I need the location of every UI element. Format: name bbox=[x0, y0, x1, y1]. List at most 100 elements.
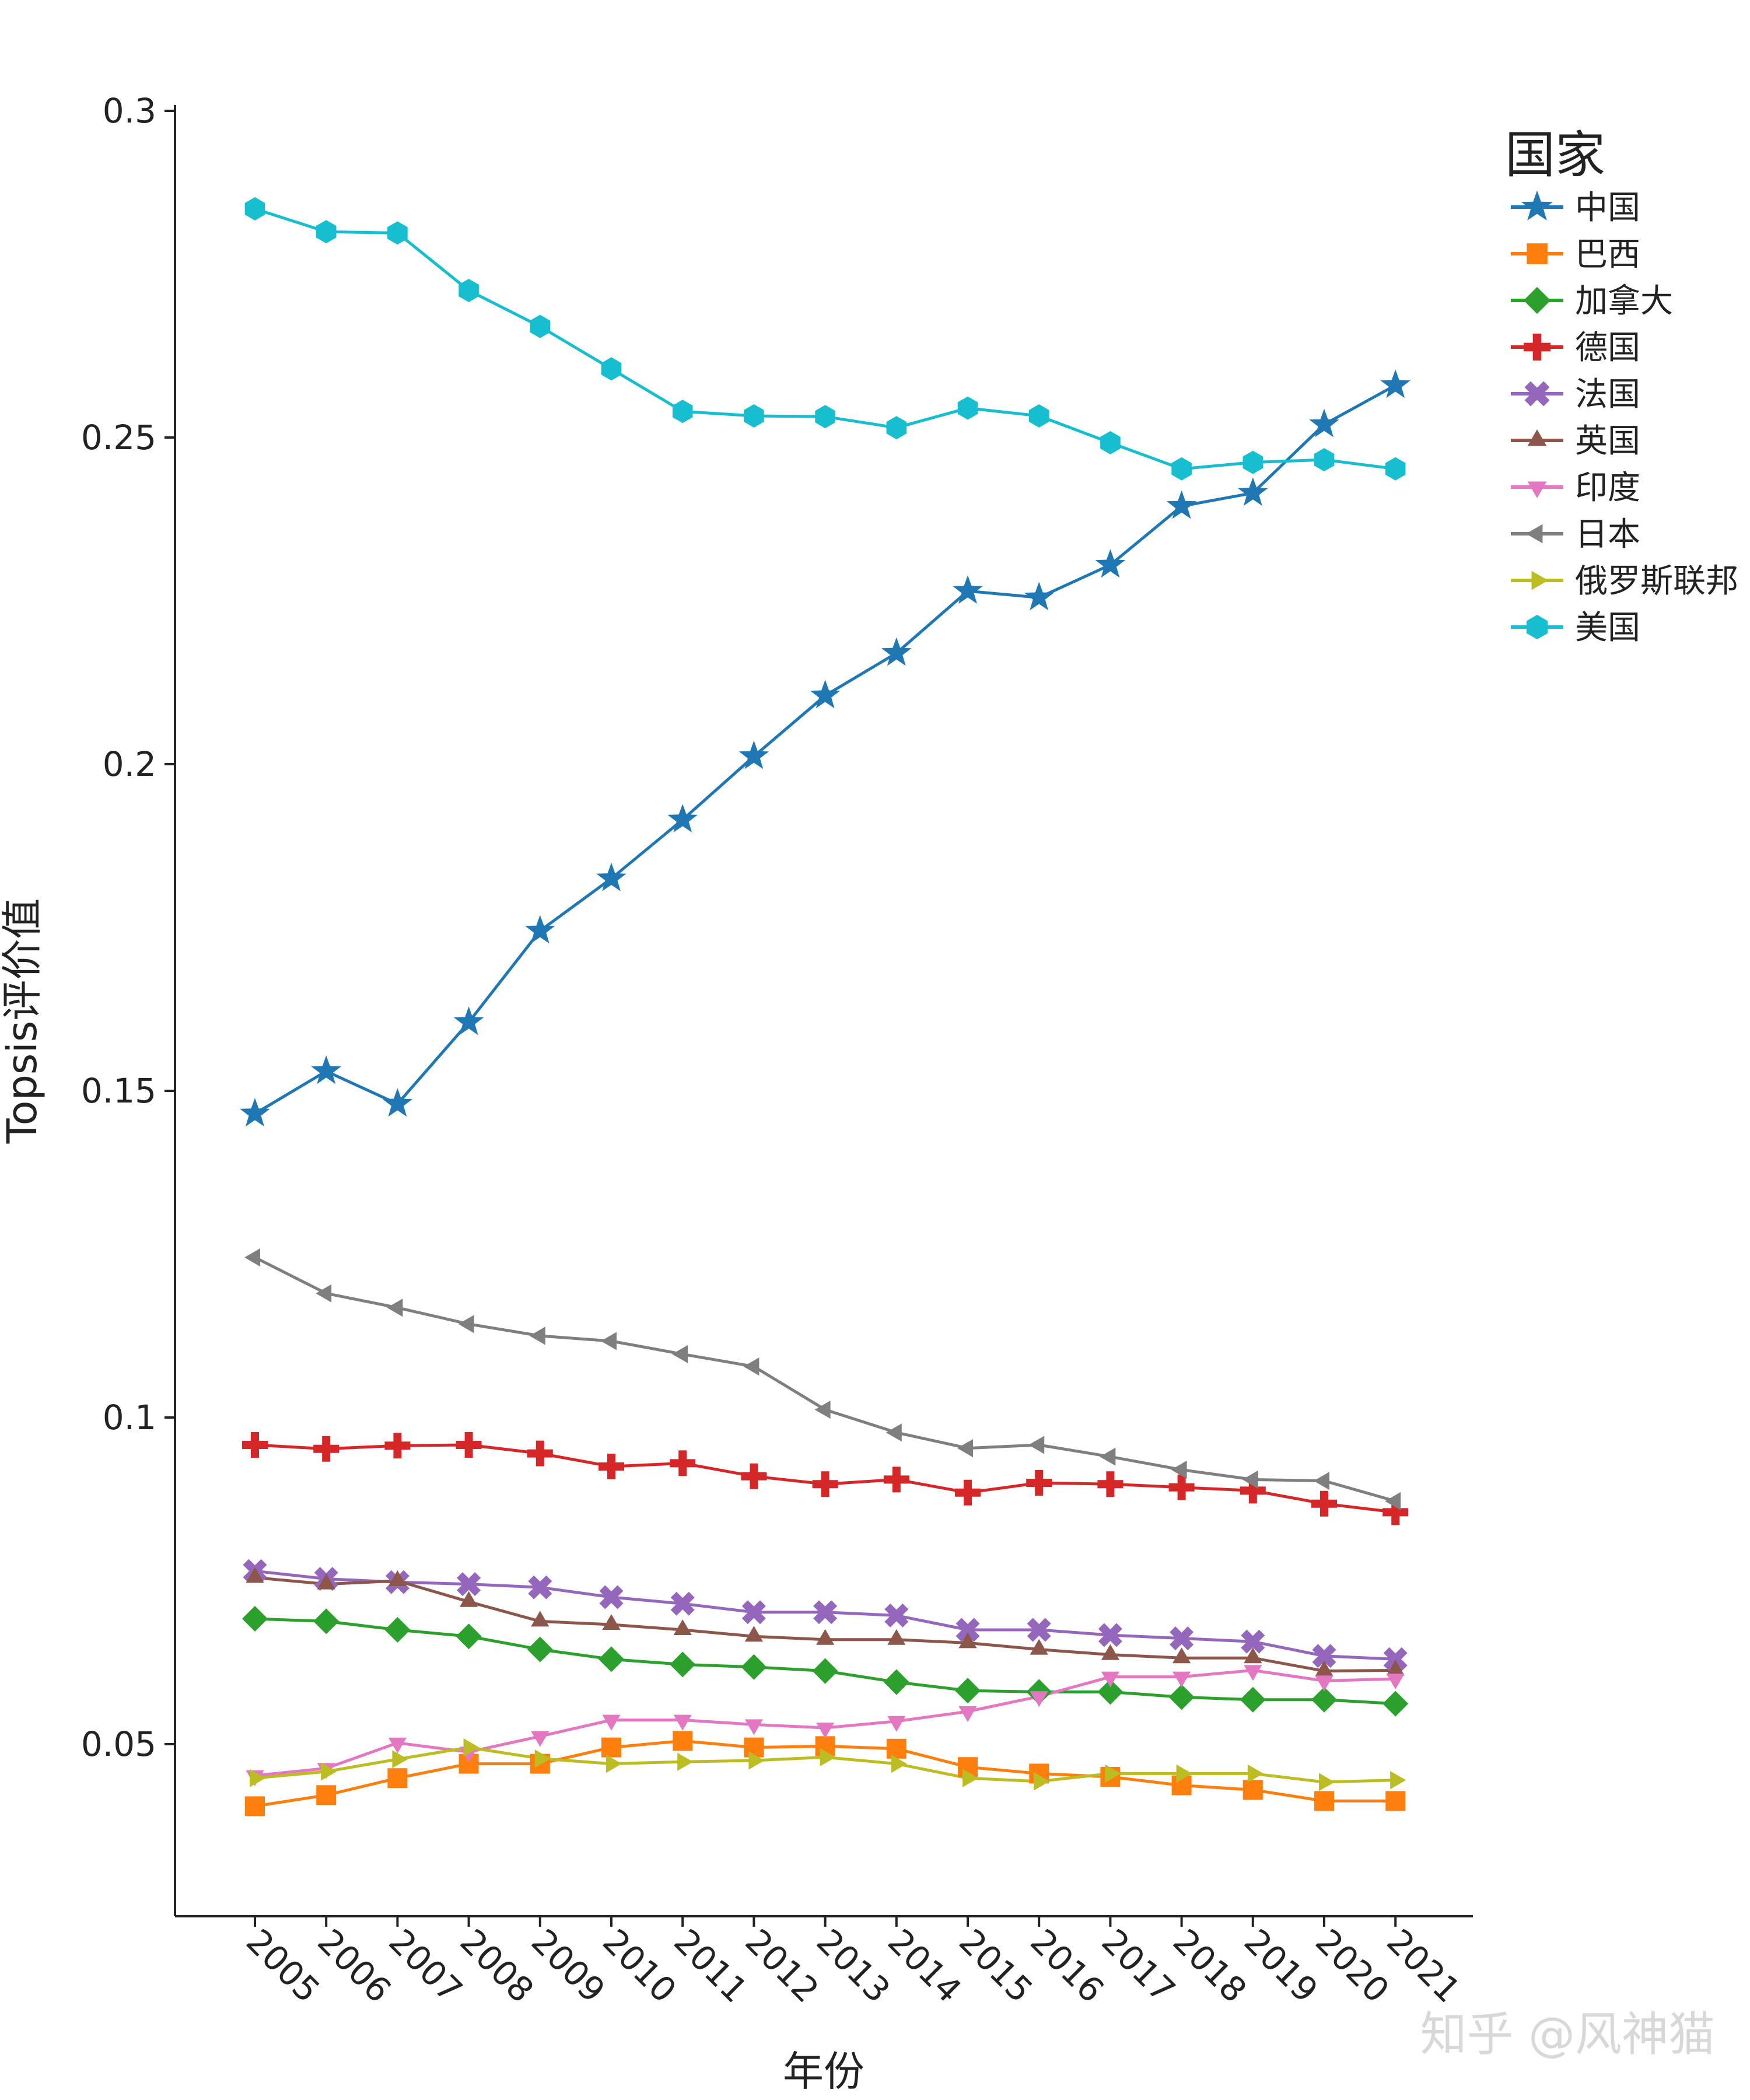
data-point bbox=[1097, 1679, 1124, 1705]
legend-label: 日本 bbox=[1575, 516, 1640, 554]
legend-item: 德国 bbox=[1511, 329, 1640, 367]
series-markers-8 bbox=[250, 1738, 1406, 1791]
data-point bbox=[459, 279, 479, 302]
data-point bbox=[1171, 457, 1192, 481]
data-point bbox=[955, 1678, 981, 1704]
legend-label: 印度 bbox=[1575, 469, 1640, 507]
legend-marker bbox=[1523, 286, 1551, 314]
data-point bbox=[891, 1755, 907, 1773]
data-point bbox=[1168, 1684, 1195, 1710]
y-tick-label: 0.25 bbox=[81, 418, 156, 457]
data-point bbox=[460, 1591, 478, 1607]
data-point bbox=[1385, 457, 1406, 481]
legend-marker bbox=[1526, 615, 1548, 639]
data-point bbox=[1095, 549, 1126, 578]
data-point bbox=[250, 1769, 265, 1787]
data-point bbox=[958, 1706, 977, 1722]
data-point bbox=[1030, 1639, 1048, 1655]
data-point bbox=[812, 1471, 838, 1497]
data-point bbox=[881, 637, 912, 666]
data-point bbox=[883, 1466, 909, 1493]
data-point bbox=[741, 1600, 766, 1625]
data-point bbox=[673, 1714, 692, 1731]
data-point bbox=[384, 1433, 411, 1459]
data-point bbox=[1024, 582, 1054, 611]
data-point bbox=[387, 221, 408, 245]
data-point bbox=[1170, 1626, 1194, 1651]
series-markers bbox=[240, 197, 1410, 1817]
data-point bbox=[1315, 1660, 1334, 1676]
axes bbox=[174, 105, 1473, 1917]
series-line-7 bbox=[254, 1256, 1396, 1503]
legend-item: 英国 bbox=[1511, 422, 1640, 460]
data-point bbox=[1238, 477, 1268, 506]
data-point bbox=[884, 1603, 909, 1628]
data-point bbox=[1101, 1644, 1119, 1660]
data-point bbox=[240, 1098, 270, 1126]
data-point bbox=[246, 1567, 264, 1583]
x-tick-label: 2018 bbox=[1166, 1922, 1254, 2010]
data-point bbox=[1171, 1461, 1187, 1479]
legend-item: 日本 bbox=[1511, 516, 1640, 554]
data-point bbox=[810, 680, 841, 709]
data-point bbox=[1383, 1647, 1408, 1671]
data-point bbox=[456, 1623, 482, 1650]
data-point bbox=[321, 1762, 337, 1781]
data-point bbox=[1028, 404, 1049, 428]
data-point bbox=[1166, 490, 1197, 519]
x-tick-label: 2017 bbox=[1094, 1922, 1183, 2010]
data-point bbox=[453, 1006, 484, 1035]
data-point bbox=[1034, 1772, 1050, 1791]
data-point bbox=[1030, 1691, 1048, 1707]
data-point bbox=[955, 1479, 981, 1506]
series-markers-2 bbox=[242, 1606, 1409, 1717]
x-tick-label: 2009 bbox=[524, 1922, 612, 2010]
legend-marker bbox=[1524, 381, 1550, 407]
data-point bbox=[244, 1248, 260, 1267]
series-markers-5 bbox=[246, 1567, 1405, 1676]
legend-marker bbox=[1526, 524, 1543, 544]
data-point bbox=[1172, 1671, 1191, 1688]
data-point bbox=[1098, 1623, 1122, 1647]
x-tick-label: 2015 bbox=[951, 1922, 1040, 2010]
data-point bbox=[886, 1423, 902, 1442]
x-axis-title: 年份 bbox=[783, 2048, 864, 2095]
data-point bbox=[529, 1326, 545, 1345]
data-point bbox=[816, 1629, 835, 1645]
data-point bbox=[816, 1723, 835, 1738]
data-point bbox=[463, 1738, 480, 1757]
data-point bbox=[598, 1646, 624, 1672]
series-markers-4 bbox=[243, 1559, 1408, 1671]
series-markers-3 bbox=[242, 1432, 1409, 1525]
data-point bbox=[748, 1751, 765, 1770]
data-point bbox=[388, 1737, 407, 1754]
data-point bbox=[1244, 1665, 1262, 1681]
data-point bbox=[1390, 1771, 1406, 1790]
watermark: 知乎 @风神猫 bbox=[1420, 2007, 1715, 2062]
x-tick-label: 2013 bbox=[809, 1922, 898, 2010]
data-point bbox=[815, 405, 835, 429]
data-point bbox=[606, 1755, 622, 1773]
legend-label: 加拿大 bbox=[1575, 282, 1673, 320]
x-tick-label: 2021 bbox=[1379, 1922, 1468, 2010]
y-ticks: 0.05 0.1 0.15 0.2 0.25 0.3 bbox=[81, 91, 175, 1764]
legend-marker bbox=[1527, 429, 1547, 446]
data-point bbox=[382, 1088, 413, 1117]
legend-label: 巴西 bbox=[1575, 236, 1640, 274]
data-point bbox=[741, 1463, 767, 1489]
data-point bbox=[316, 220, 337, 244]
data-point bbox=[531, 1731, 550, 1747]
x-ticks: 2005200620072008200920102011201220132014… bbox=[239, 1916, 1468, 2010]
data-point bbox=[1028, 1436, 1045, 1454]
y-axis-title: Topsis评价值 bbox=[0, 898, 46, 1144]
x-tick-label: 2020 bbox=[1308, 1922, 1396, 2010]
x-tick-label: 2014 bbox=[880, 1922, 969, 2010]
data-point bbox=[1314, 1472, 1329, 1490]
data-point bbox=[601, 1332, 617, 1350]
legend-item: 美国 bbox=[1511, 609, 1640, 647]
data-point bbox=[1101, 1671, 1119, 1688]
legend-item: 印度 bbox=[1511, 469, 1640, 507]
data-point bbox=[743, 1357, 760, 1376]
